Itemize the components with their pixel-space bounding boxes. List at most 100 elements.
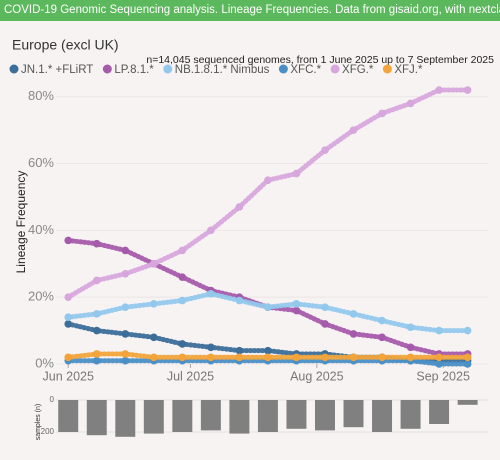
y-tick-label: 200 bbox=[41, 427, 55, 436]
data-point bbox=[349, 353, 358, 362]
data-point bbox=[92, 239, 101, 248]
data-point bbox=[235, 346, 244, 355]
data-point bbox=[92, 310, 101, 318]
legend-label: JN.1.* +FLiRT bbox=[21, 64, 93, 76]
y-axis-label: samples (n) bbox=[35, 404, 42, 441]
data-point bbox=[92, 276, 101, 285]
data-point bbox=[178, 353, 187, 362]
data-point bbox=[121, 246, 130, 255]
data-point bbox=[264, 303, 272, 312]
legend-label: NB.1.8.1.* Nimbus bbox=[175, 64, 270, 76]
data-point bbox=[378, 353, 386, 362]
data-point bbox=[92, 356, 101, 365]
bar bbox=[143, 400, 164, 434]
bar bbox=[429, 400, 450, 424]
data-point bbox=[292, 300, 301, 308]
data-point bbox=[435, 326, 443, 335]
data-point bbox=[321, 303, 329, 312]
x-tick-label: Jun 2025 bbox=[43, 369, 94, 383]
data-point bbox=[406, 353, 415, 362]
data-point bbox=[64, 353, 73, 362]
data-point bbox=[292, 306, 301, 315]
data-point bbox=[64, 293, 73, 301]
y-tick-label: 20% bbox=[28, 289, 54, 304]
data-point bbox=[207, 290, 215, 298]
data-point bbox=[292, 169, 301, 178]
y-tick-label: 60% bbox=[28, 155, 54, 170]
legend-label: LP.8.1.* bbox=[114, 64, 154, 76]
data-point bbox=[349, 310, 358, 318]
data-point bbox=[121, 330, 130, 338]
data-point bbox=[235, 353, 244, 362]
data-point bbox=[378, 109, 386, 118]
data-point bbox=[207, 353, 215, 362]
legend-marker bbox=[330, 64, 340, 74]
x-tick-label: Aug 2025 bbox=[290, 369, 344, 383]
chart-title: Europe (excl UK) bbox=[12, 37, 119, 53]
legend-label: XFJ.* bbox=[394, 64, 423, 76]
data-point bbox=[150, 333, 158, 342]
bar bbox=[172, 400, 193, 432]
bar bbox=[457, 400, 478, 405]
data-point bbox=[178, 296, 187, 305]
data-point bbox=[349, 330, 358, 338]
data-point bbox=[235, 203, 244, 211]
y-tick-label: 0 bbox=[50, 395, 55, 404]
data-point bbox=[321, 353, 329, 362]
data-point bbox=[264, 353, 272, 362]
data-point bbox=[378, 333, 386, 342]
legend-marker bbox=[382, 64, 392, 74]
data-point bbox=[463, 86, 472, 94]
data-point bbox=[150, 259, 158, 268]
subtitle: n=14,045 sequenced genomes, from 1 June … bbox=[146, 54, 494, 66]
data-point bbox=[435, 360, 443, 368]
data-point bbox=[92, 350, 101, 358]
data-point bbox=[64, 236, 73, 245]
bar bbox=[200, 400, 221, 431]
data-point bbox=[321, 320, 329, 328]
legend-marker bbox=[102, 64, 112, 74]
data-point bbox=[349, 126, 358, 134]
data-point bbox=[121, 303, 130, 312]
bar bbox=[86, 400, 107, 436]
data-point bbox=[92, 326, 101, 335]
data-point bbox=[463, 326, 472, 335]
legend-marker bbox=[163, 64, 173, 74]
data-point bbox=[406, 323, 415, 332]
data-point bbox=[463, 360, 472, 368]
data-point bbox=[121, 356, 130, 365]
y-tick-label: 0% bbox=[35, 355, 54, 370]
bar bbox=[115, 400, 136, 437]
bar bbox=[343, 400, 364, 428]
data-point bbox=[235, 296, 244, 305]
bar bbox=[58, 400, 79, 432]
legend-label: XFC.* bbox=[290, 64, 321, 76]
data-point bbox=[150, 300, 158, 308]
data-point bbox=[207, 343, 215, 352]
legend-label: XFG.* bbox=[342, 64, 374, 76]
x-tick-label: Sep 2025 bbox=[416, 369, 470, 383]
data-point bbox=[121, 350, 130, 358]
data-point bbox=[292, 353, 301, 362]
data-point bbox=[207, 226, 215, 235]
data-point bbox=[406, 343, 415, 352]
bar bbox=[286, 400, 307, 429]
data-point bbox=[64, 313, 73, 322]
data-point bbox=[178, 340, 187, 348]
data-point bbox=[435, 86, 443, 94]
y-tick-label: 40% bbox=[28, 222, 54, 237]
data-point bbox=[64, 320, 73, 328]
y-tick-label: 80% bbox=[28, 88, 54, 103]
data-point bbox=[406, 99, 415, 108]
bar bbox=[372, 400, 393, 432]
header: COVID-19 Genomic Sequencing analysis. Li… bbox=[0, 0, 500, 21]
data-point bbox=[378, 316, 386, 325]
bar bbox=[257, 400, 278, 432]
data-point bbox=[178, 273, 187, 281]
legend-marker bbox=[9, 64, 19, 74]
bar bbox=[400, 400, 421, 429]
data-point bbox=[178, 246, 187, 255]
bar bbox=[229, 400, 250, 434]
